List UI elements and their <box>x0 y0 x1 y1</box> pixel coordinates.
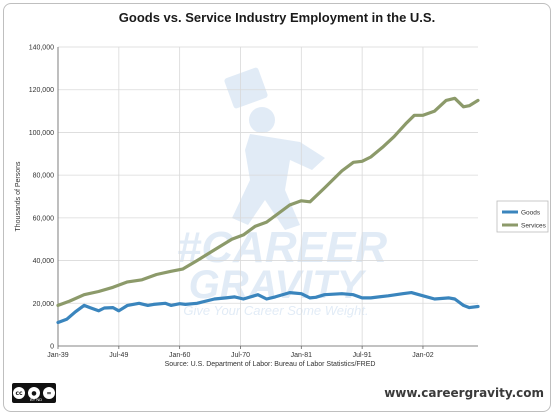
cc-by-nd-icon: cc ● = BY ND <box>12 383 56 403</box>
chart-source-note: Source: U.S. Department of Labor: Bureau… <box>164 361 376 368</box>
license-label: BY ND <box>30 397 43 402</box>
x-tick-label: Jul-91 <box>353 352 372 359</box>
figure-body-icon <box>232 134 325 230</box>
legend-box <box>496 200 549 233</box>
y-tick-label: 40,000 <box>33 258 55 265</box>
chart-series <box>56 96 480 325</box>
y-tick-label: 140,000 <box>29 45 54 52</box>
y-tick-label: 0 <box>50 344 54 351</box>
x-tick-label: Jul-70 <box>231 352 250 359</box>
legend-label-services: Services <box>521 223 547 230</box>
career-gravity-watermark: #CAREER GRAVITY Give Your Career Some We… <box>177 67 387 318</box>
cc-logo-icon: cc <box>13 387 25 399</box>
y-axis-label: Thousands of Persons <box>15 161 22 232</box>
briefcase-icon <box>224 67 268 109</box>
x-tick-label: Jan-02 <box>412 352 434 359</box>
x-tick-label: Jan-81 <box>291 352 313 359</box>
nd-equals-icon: = <box>43 387 55 399</box>
legend-label-goods: Goods <box>521 210 541 217</box>
series-line-services <box>56 96 480 307</box>
x-tick-label: Jan-39 <box>47 352 69 359</box>
watermark-line1: #CAREER <box>177 223 387 272</box>
watermark-tagline: Give Your Career Some Weight. <box>183 303 368 318</box>
y-tick-label: 100,000 <box>29 130 54 137</box>
chart-legend: Goods Services <box>496 200 549 233</box>
y-tick-label: 60,000 <box>33 215 55 222</box>
y-tick-label: 120,000 <box>29 87 54 94</box>
figure-head-icon <box>249 107 275 133</box>
series-line-goods <box>56 291 480 325</box>
chart-title: Goods vs. Service Industry Employment in… <box>118 10 436 25</box>
website-link[interactable]: www.careergravity.com <box>384 386 544 400</box>
y-tick-label: 20,000 <box>33 301 55 308</box>
chart-frame <box>3 3 551 412</box>
x-tick-label: Jul-49 <box>109 352 128 359</box>
y-tick-label: 80,000 <box>33 173 55 180</box>
by-person-icon: ● <box>28 387 40 399</box>
chart-axes: 0 20,000 40,000 60,000 80,000 100,000 120,000 1… <box>15 45 478 359</box>
x-tick-label: Jan-60 <box>169 352 191 359</box>
